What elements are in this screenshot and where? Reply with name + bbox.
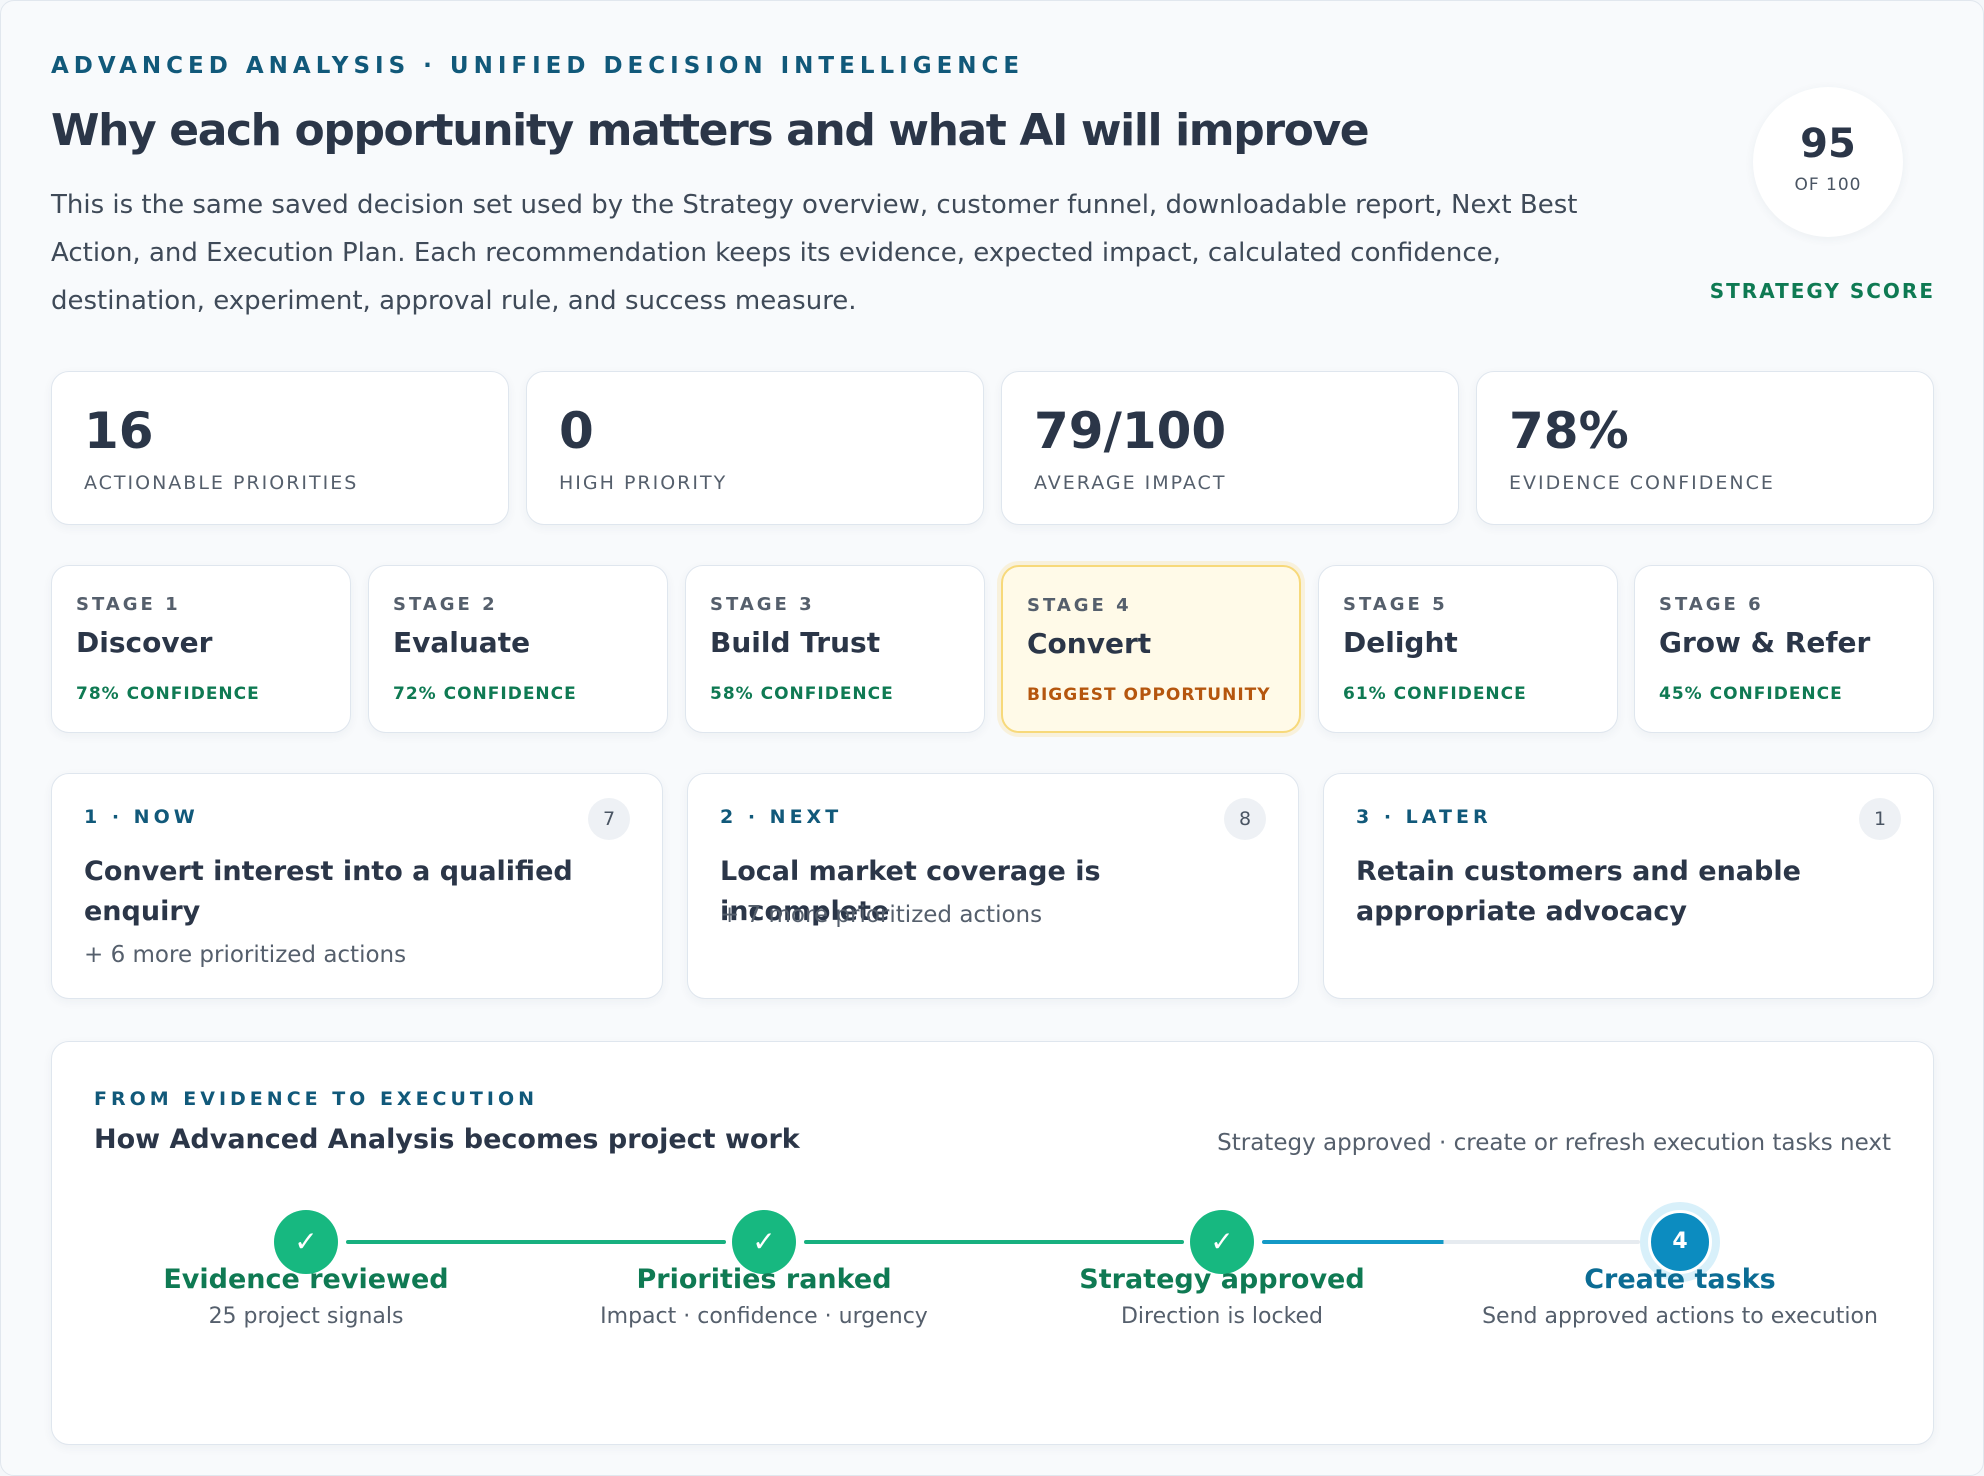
metric-card-average-impact: 79/100 AVERAGE IMPACT xyxy=(1001,371,1459,525)
lane-count-badge: 8 xyxy=(1224,798,1266,840)
lane-title: Convert interest into a qualified enquir… xyxy=(84,856,573,927)
stage-number: STAGE 5 xyxy=(1343,594,1448,615)
stage-number: STAGE 6 xyxy=(1659,594,1764,615)
stage-name: Build Trust xyxy=(710,626,881,659)
flow-eyebrow: FROM EVIDENCE TO EXECUTION xyxy=(94,1088,539,1110)
stage-number: STAGE 2 xyxy=(393,594,498,615)
stage-confidence: 45% CONFIDENCE xyxy=(1659,684,1843,704)
stage-name: Convert xyxy=(1027,627,1152,660)
metric-label: AVERAGE IMPACT xyxy=(1034,472,1227,494)
metric-value: 0 xyxy=(559,402,594,460)
lane-later[interactable]: 3 · LATER 1 Retain customers and enable … xyxy=(1323,773,1934,999)
metric-label: EVIDENCE CONFIDENCE xyxy=(1509,472,1775,494)
section-eyebrow: ADVANCED ANALYSIS · UNIFIED DECISION INT… xyxy=(51,53,1025,79)
strategy-score-label: STRATEGY SCORE xyxy=(1709,279,1935,303)
lane-count-badge: 1 xyxy=(1859,798,1901,840)
metric-label: HIGH PRIORITY xyxy=(559,472,728,494)
step-sub-priorities: Impact · confidence · urgency xyxy=(600,1304,928,1329)
stage-number: STAGE 4 xyxy=(1027,595,1132,616)
metric-label: ACTIONABLE PRIORITIES xyxy=(84,472,359,494)
flow-title: How Advanced Analysis becomes project wo… xyxy=(94,1124,800,1155)
lane-now[interactable]: 1 · NOW 7 Convert interest into a qualif… xyxy=(51,773,663,999)
lane-title: Local market coverage is incomplete xyxy=(720,856,1101,927)
lane-more-actions[interactable]: + 7 more prioritized actions xyxy=(720,902,1043,928)
stage-confidence: 72% CONFIDENCE xyxy=(393,684,577,704)
step-label-create-tasks[interactable]: Create tasks xyxy=(1584,1264,1776,1295)
step-label-evidence-reviewed: Evidence reviewed xyxy=(163,1264,449,1295)
metric-value: 78% xyxy=(1509,402,1629,460)
step-1-check-icon: ✓ xyxy=(274,1210,338,1274)
stage-name: Evaluate xyxy=(393,626,531,659)
stage-card-build-trust[interactable]: STAGE 3 Build Trust 58% CONFIDENCE xyxy=(685,565,985,733)
stage-confidence: 58% CONFIDENCE xyxy=(710,684,894,704)
strategy-score-max: OF 100 xyxy=(1794,175,1862,195)
metric-value: 79/100 xyxy=(1034,402,1227,460)
stage-confidence: 61% CONFIDENCE xyxy=(1343,684,1527,704)
lane-tag: 2 · NEXT xyxy=(720,806,843,828)
step-4-current-marker[interactable]: 4 xyxy=(1648,1210,1712,1274)
lane-next[interactable]: 2 · NEXT 8 Local market coverage is inco… xyxy=(687,773,1299,999)
flow-status-text: Strategy approved · create or refresh ex… xyxy=(1217,1130,1891,1156)
strategy-score-circle: 95 OF 100 xyxy=(1753,87,1903,237)
intro-text: This is the same saved decision set used… xyxy=(51,190,1578,316)
lane-tag: 1 · NOW xyxy=(84,806,199,828)
step-3-check-icon: ✓ xyxy=(1190,1210,1254,1274)
step-sub-strategy: Direction is locked xyxy=(1120,1304,1324,1329)
metric-value: 16 xyxy=(84,402,154,460)
lane-count-badge: 7 xyxy=(588,798,630,840)
step-sub-create-tasks: Send approved actions to execution xyxy=(1482,1304,1878,1329)
stage-card-discover[interactable]: STAGE 1 Discover 78% CONFIDENCE xyxy=(51,565,351,733)
step-label-strategy-approved: Strategy approved xyxy=(1079,1264,1365,1295)
biggest-opportunity-badge: BIGGEST OPPORTUNITY xyxy=(1027,685,1271,705)
stage-confidence: 78% CONFIDENCE xyxy=(76,684,260,704)
step-connector xyxy=(804,1240,1184,1244)
stage-number: STAGE 1 xyxy=(76,594,181,615)
stage-card-convert[interactable]: STAGE 4 Convert BIGGEST OPPORTUNITY xyxy=(1001,565,1301,733)
metric-card-actionable-priorities: 16 ACTIONABLE PRIORITIES xyxy=(51,371,509,525)
lane-tag: 3 · LATER xyxy=(1356,806,1492,828)
metric-card-evidence-confidence: 78% EVIDENCE CONFIDENCE xyxy=(1476,371,1934,525)
stage-name: Grow & Refer xyxy=(1659,626,1871,659)
stage-card-grow-refer[interactable]: STAGE 6 Grow & Refer 45% CONFIDENCE xyxy=(1634,565,1934,733)
page-title: Why each opportunity matters and what AI… xyxy=(51,105,1370,156)
lane-title: Retain customers and enable appropriate … xyxy=(1356,856,1801,927)
step-label-priorities-ranked: Priorities ranked xyxy=(636,1264,892,1295)
metric-card-high-priority: 0 HIGH PRIORITY xyxy=(526,371,984,525)
step-connector-current xyxy=(1262,1240,1640,1244)
stage-number: STAGE 3 xyxy=(710,594,815,615)
strategy-score-value: 95 xyxy=(1800,121,1856,167)
step-sub-evidence: 25 project signals xyxy=(208,1304,404,1329)
evidence-to-execution-panel: FROM EVIDENCE TO EXECUTION How Advanced … xyxy=(51,1041,1934,1445)
stage-card-delight[interactable]: STAGE 5 Delight 61% CONFIDENCE xyxy=(1318,565,1618,733)
stage-name: Delight xyxy=(1343,626,1458,659)
stage-name: Discover xyxy=(76,626,213,659)
lane-more-actions[interactable]: + 6 more prioritized actions xyxy=(84,942,407,968)
stage-card-evaluate[interactable]: STAGE 2 Evaluate 72% CONFIDENCE xyxy=(368,565,668,733)
step-2-check-icon: ✓ xyxy=(732,1210,796,1274)
step-connector xyxy=(346,1240,726,1244)
